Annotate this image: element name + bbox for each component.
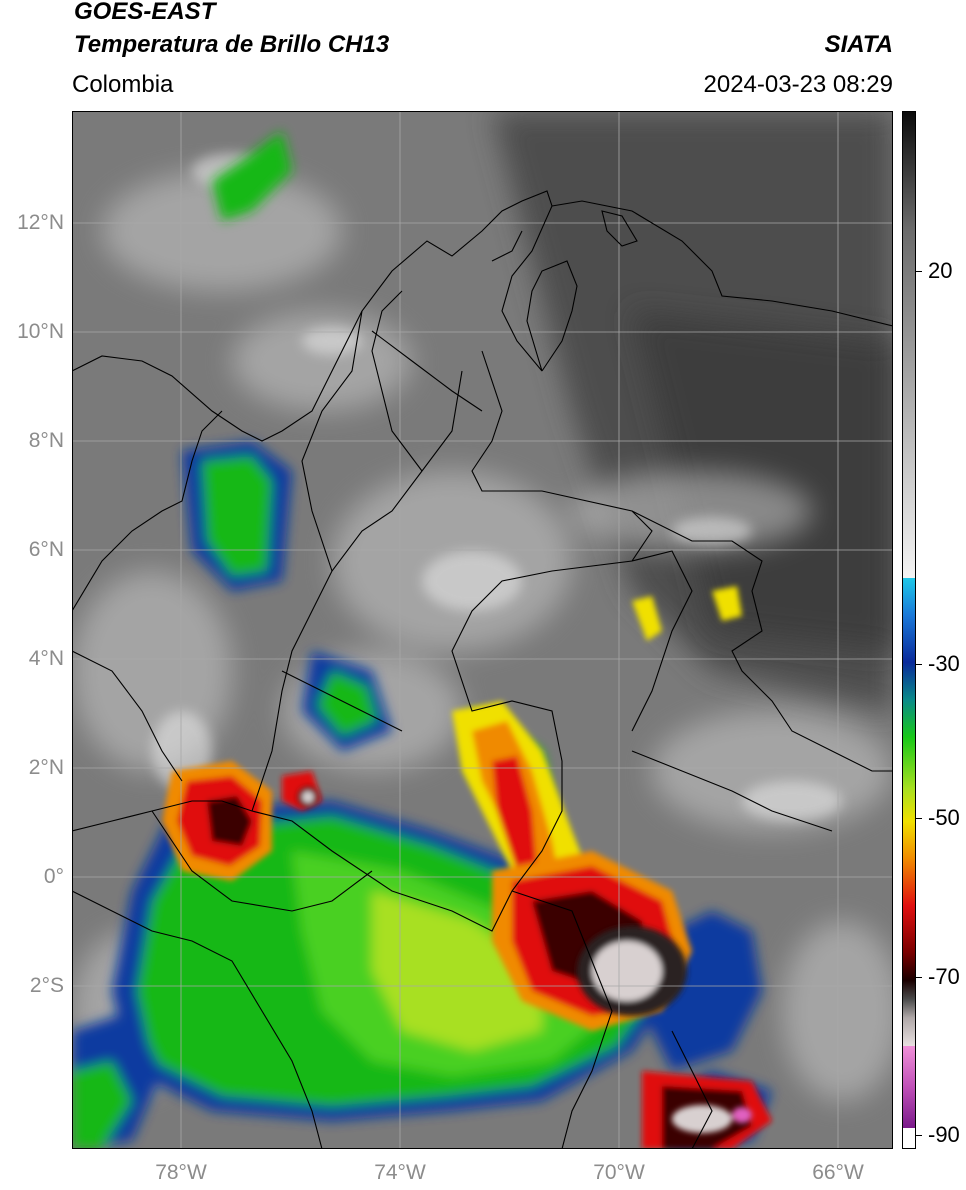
timestamp-label: 2024-03-23 08:29: [703, 71, 894, 98]
colorbar-tick: [916, 1135, 922, 1136]
product-title: Temperatura de Brillo CH13: [74, 31, 390, 58]
colorbar-gradient: [902, 111, 916, 1149]
satellite-title: GOES-EAST: [74, 0, 216, 25]
lat-label-2n: 2°N: [28, 756, 64, 779]
lat-label-8n: 8°N: [28, 429, 64, 452]
colorbar-label-minus90: -90: [928, 1122, 960, 1147]
satellite-map: [72, 111, 893, 1149]
colorbar-label-20: 20: [928, 258, 953, 283]
map-frame: [72, 111, 893, 1149]
lon-label-74w: 74°W: [374, 1161, 426, 1184]
colorbar-label-minus70: -70: [928, 964, 960, 989]
colorbar-tick: [916, 664, 922, 665]
colorbar-label-minus30: -30: [928, 651, 960, 676]
lat-label-6n: 6°N: [28, 538, 64, 561]
lon-label-70w: 70°W: [593, 1161, 645, 1184]
political-borders: [72, 190, 893, 1149]
lat-label-2s: 2°S: [29, 974, 64, 997]
lon-label-78w: 78°W: [155, 1161, 207, 1184]
graticule: [72, 111, 893, 1149]
region-label: Colombia: [72, 71, 174, 98]
lon-label-66w: 66°W: [812, 1161, 864, 1184]
colorbar-tick: [916, 271, 922, 272]
lat-label-4n: 4°N: [28, 647, 64, 670]
lat-label-12n: 12°N: [17, 211, 64, 234]
agency-label: SIATA: [824, 31, 893, 58]
colorbar-label-minus50: -50: [928, 805, 960, 830]
lat-label-0: 0°: [43, 865, 64, 888]
colorbar: [902, 111, 916, 1149]
lat-label-10n: 10°N: [17, 320, 64, 343]
colorbar-tick: [916, 977, 922, 978]
satellite-image: [72, 111, 893, 1149]
colorbar-tick: [916, 818, 922, 819]
